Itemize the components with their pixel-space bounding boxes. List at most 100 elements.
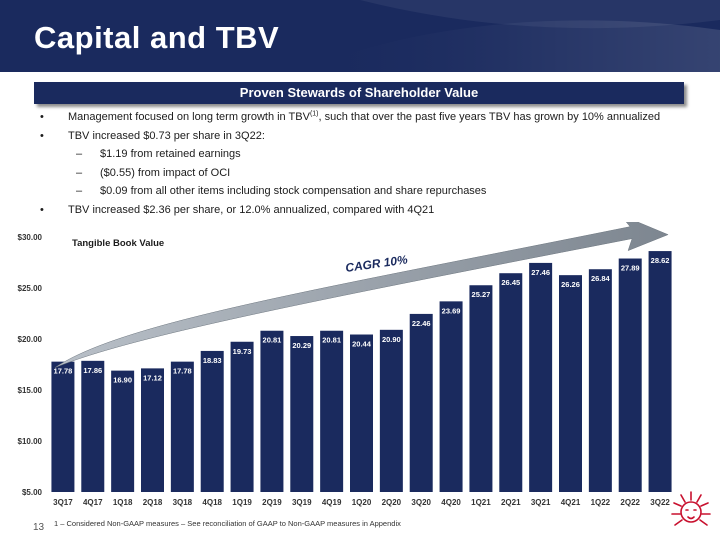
bar bbox=[81, 360, 105, 492]
bar bbox=[379, 329, 403, 492]
y-tick-label: $5.00 bbox=[22, 488, 43, 497]
y-tick-label: $25.00 bbox=[18, 284, 43, 293]
page-title: Capital and TBV bbox=[34, 20, 280, 55]
x-tick-label: 3Q21 bbox=[531, 498, 551, 507]
y-tick-label: $10.00 bbox=[18, 437, 43, 446]
data-label: 17.86 bbox=[83, 366, 102, 375]
footnote-ref: (1) bbox=[309, 110, 319, 118]
header-sheen bbox=[300, 0, 720, 72]
x-tick-label: 4Q19 bbox=[322, 498, 342, 507]
bar bbox=[469, 285, 493, 492]
bar bbox=[409, 313, 433, 492]
sub-bullet-marker: – bbox=[76, 148, 83, 160]
bar bbox=[200, 350, 224, 492]
sub-bullet-marker: – bbox=[76, 166, 83, 179]
page-number: 13 bbox=[33, 522, 45, 533]
sub-bullet-text: ($0.55) from impact of OCI bbox=[100, 166, 231, 179]
data-label: 26.84 bbox=[591, 274, 611, 283]
bar bbox=[260, 330, 284, 492]
bar bbox=[290, 336, 314, 492]
bullet-text: TBV increased $2.36 per share, or 12.0% … bbox=[68, 203, 435, 216]
x-tick-label: 4Q21 bbox=[561, 498, 581, 507]
bullet-marker: • bbox=[40, 203, 44, 216]
chart-series-label: Tangible Book Value bbox=[72, 238, 164, 249]
data-label: 23.69 bbox=[442, 306, 461, 315]
bullet-item: • TBV increased $2.36 per share, or 12.0… bbox=[40, 201, 700, 220]
x-tick-label: 3Q18 bbox=[173, 498, 193, 507]
x-tick-label: 1Q19 bbox=[232, 498, 252, 507]
x-tick-label: 2Q20 bbox=[382, 498, 402, 507]
data-label: 20.90 bbox=[382, 335, 401, 344]
x-tick-label: 2Q18 bbox=[143, 498, 163, 507]
bar bbox=[111, 370, 135, 492]
data-label: 27.46 bbox=[531, 268, 550, 277]
data-label: 28.62 bbox=[651, 256, 670, 265]
bullet-marker: • bbox=[40, 111, 44, 123]
data-label: 20.44 bbox=[352, 340, 372, 349]
x-tick-label: 3Q19 bbox=[292, 498, 312, 507]
data-label: 16.90 bbox=[113, 376, 132, 385]
bullet-item: • Management focused on long term growth… bbox=[40, 108, 700, 127]
bar bbox=[648, 251, 672, 492]
bullet-text: Management focused on long term growth i… bbox=[68, 110, 661, 123]
bar bbox=[588, 269, 612, 492]
bar bbox=[141, 368, 164, 492]
bar bbox=[499, 273, 523, 492]
footnote: 1 – Considered Non-GAAP measures – See r… bbox=[54, 519, 401, 528]
data-label: 18.83 bbox=[203, 356, 222, 365]
bar bbox=[439, 301, 463, 492]
sub-bullet-text: $0.09 from all other items including sto… bbox=[100, 185, 487, 197]
y-tick-label: $20.00 bbox=[18, 335, 43, 344]
data-label: 26.26 bbox=[561, 280, 580, 289]
bar bbox=[350, 334, 373, 492]
x-tick-label: 2Q21 bbox=[501, 498, 521, 507]
y-tick-label: $15.00 bbox=[18, 386, 43, 395]
lion-head-icon bbox=[671, 491, 711, 526]
x-tick-label: 4Q20 bbox=[441, 498, 461, 507]
x-tick-label: 2Q19 bbox=[262, 498, 282, 507]
x-tick-label: 3Q17 bbox=[53, 498, 73, 507]
section-banner: Proven Stewards of Shareholder Value bbox=[34, 82, 684, 104]
bullet-list: • Management focused on long term growth… bbox=[40, 108, 700, 219]
sub-bullet-item: – ($0.55) from impact of OCI bbox=[40, 164, 700, 183]
data-label: 20.81 bbox=[322, 336, 341, 345]
bar bbox=[170, 361, 194, 492]
bar bbox=[618, 258, 642, 492]
header-bar: Capital and TBV bbox=[0, 0, 720, 72]
x-tick-label: 1Q18 bbox=[113, 498, 133, 507]
bar bbox=[230, 341, 254, 492]
bar bbox=[559, 275, 582, 492]
sub-bullet-item: – $0.09 from all other items including s… bbox=[40, 182, 700, 201]
data-label: 20.29 bbox=[292, 341, 311, 350]
x-tick-label: 2Q22 bbox=[620, 498, 640, 507]
data-label: 17.78 bbox=[173, 367, 192, 376]
x-tick-label: 4Q18 bbox=[202, 498, 222, 507]
x-tick-label: 1Q22 bbox=[591, 498, 611, 507]
tbv-bar-chart: $5.00 $10.00 $15.00 $20.00 $25.00 $30.00 CAGR … bbox=[18, 222, 672, 507]
x-tick-label: 3Q22 bbox=[650, 498, 670, 507]
x-tick-label: 4Q17 bbox=[83, 498, 103, 507]
cagr-annotation: CAGR 10% bbox=[344, 252, 408, 275]
sub-bullet-item: – $1.19 from retained earnings bbox=[40, 145, 700, 164]
data-label: 17.78 bbox=[54, 367, 73, 376]
data-label: 25.27 bbox=[472, 290, 491, 299]
data-label: 27.89 bbox=[621, 264, 640, 273]
bar bbox=[51, 361, 75, 492]
bullet-text: TBV increased $0.73 per share in 3Q22: bbox=[68, 129, 265, 142]
trend-arrow bbox=[54, 222, 669, 368]
sub-bullet-text: $1.19 from retained earnings bbox=[100, 148, 241, 160]
bullet-marker: • bbox=[40, 129, 44, 142]
bullet-item: • TBV increased $0.73 per share in 3Q22: bbox=[40, 127, 700, 146]
x-tick-label: 3Q20 bbox=[411, 498, 431, 507]
data-label: 22.46 bbox=[412, 319, 431, 328]
data-label: 20.81 bbox=[263, 336, 282, 345]
x-tick-label: 1Q20 bbox=[352, 498, 372, 507]
x-tick-label: 1Q21 bbox=[471, 498, 491, 507]
bar bbox=[529, 262, 553, 492]
sub-bullet-marker: – bbox=[76, 185, 83, 197]
y-tick-label: $30.00 bbox=[18, 233, 43, 242]
data-label: 19.73 bbox=[233, 347, 252, 356]
data-label: 26.45 bbox=[501, 278, 520, 287]
data-label: 17.12 bbox=[143, 373, 162, 382]
bar bbox=[320, 330, 344, 492]
